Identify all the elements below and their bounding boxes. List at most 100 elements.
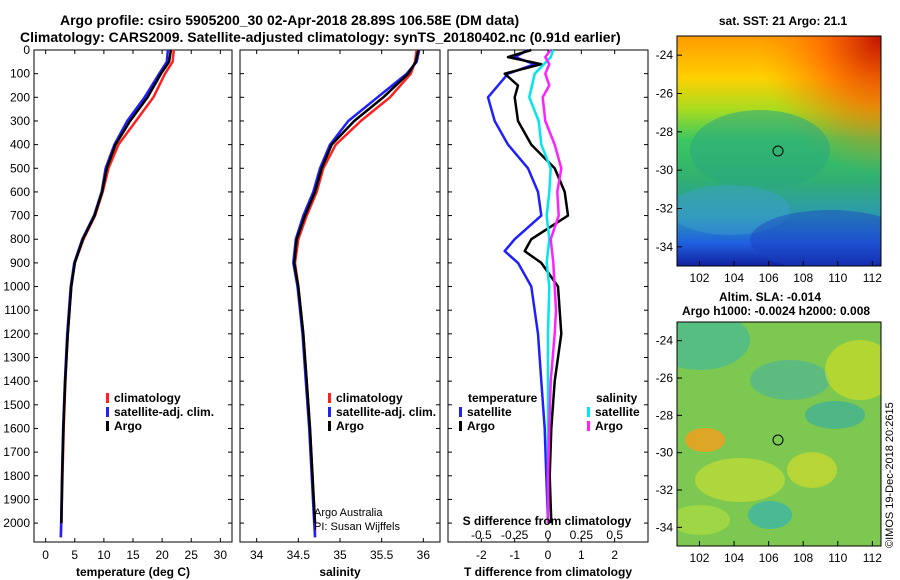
legend-label-satellite: satellite-adj. clim. (114, 405, 214, 419)
lat-tick-label: -34 (656, 520, 674, 534)
sla-blob (748, 501, 792, 529)
lon-tick-label: 106 (759, 551, 779, 565)
credit-line1: Argo Australia (314, 507, 383, 519)
legend-swatch-s-argo (587, 421, 590, 431)
argo-position-marker (772, 434, 784, 446)
depth-tick-label: 1100 (4, 303, 30, 317)
lat-tick-label: -32 (656, 202, 674, 216)
sst-mid-patch (690, 110, 830, 190)
sla-blob (695, 458, 785, 502)
legend-title-salinity: salinity (596, 391, 638, 405)
lat-tick-label: -28 (656, 125, 674, 139)
sla-map-title1: Altim. SLA: -0.014 (719, 290, 821, 304)
sla-blob (677, 322, 750, 370)
x-tick-label: 0 (545, 548, 552, 562)
s-tick-label: 0 (545, 528, 552, 542)
x-tick-label: -1 (509, 548, 520, 562)
x-tick-label: -2 (476, 548, 487, 562)
depth-tick-label: 1800 (3, 469, 30, 483)
lon-tick-label: 102 (689, 551, 709, 565)
chart-title-line2: Climatology: CARS2009. Satellite-adjuste… (20, 29, 621, 45)
credit-line2: PI: Susan Wijffels (314, 521, 400, 533)
lat-tick-label: -24 (656, 48, 674, 62)
depth-tick-label: 400 (10, 138, 30, 152)
depth-tick-label: 1900 (3, 492, 30, 506)
s-tick-label: 0.5 (606, 528, 623, 542)
x-tick-label: 36 (417, 548, 431, 562)
depth-tick-label: 0 (23, 43, 30, 57)
legend-swatch-s-satellite (587, 407, 590, 417)
series-satellite-adj-clim- (59, 49, 170, 538)
lon-tick-label: 102 (689, 271, 709, 285)
x-tick-label: 34.5 (287, 548, 311, 562)
temperature-plot: 0 5 10 15 20 25 30 (42, 49, 228, 562)
depth-tick-label: 2000 (3, 516, 30, 530)
lon-tick-label: 108 (793, 551, 813, 565)
lat-tick-label: -28 (656, 408, 674, 422)
series-argo (60, 49, 173, 524)
legend-label-climatology: climatology (336, 391, 403, 405)
difference-legend: temperature satellite Argo salinity sate… (459, 391, 640, 433)
x-tick-label: 25 (185, 548, 199, 562)
lon-tick-label: 104 (724, 271, 744, 285)
series-t-argo (503, 48, 570, 524)
depth-tick-label: 300 (10, 114, 30, 128)
s-tick-label: -0.5 (471, 528, 492, 542)
lon-tick-label: 110 (828, 271, 847, 285)
legend-title-temperature: temperature (468, 391, 538, 405)
sla-blob (825, 340, 881, 400)
depth-tick-label: 500 (10, 161, 30, 175)
sla-map (677, 322, 881, 546)
legend-label-s-argo: Argo (595, 419, 623, 433)
lon-tick-label: 112 (863, 551, 882, 565)
series-argo (292, 49, 420, 524)
sst-map (677, 36, 881, 266)
series-climatology (59, 49, 176, 538)
legend-swatch-argo (328, 421, 331, 431)
depth-tick-label: 100 (10, 67, 30, 81)
chart-title-line1: Argo profile: csiro 5905200_30 02-Apr-20… (60, 12, 520, 28)
x-tick-label: 30 (214, 548, 228, 562)
sla-blob (685, 428, 725, 452)
lat-tick-label: -30 (656, 163, 674, 177)
lat-tick-label: -26 (656, 87, 674, 101)
depth-axis: 0 100 200 300 400 500 600 700 800 900 1000 1100 1200… (3, 43, 648, 530)
lon-tick-label: 112 (863, 271, 882, 285)
lon-tick-label: 110 (828, 551, 847, 565)
x-tick-label: 0 (42, 548, 49, 562)
depth-tick-label: 1000 (3, 280, 30, 294)
depth-tick-label: 800 (10, 232, 30, 246)
salinity-plot: 34 34.5 35 35.5 36 (250, 49, 431, 562)
depth-tick-label: 1200 (3, 327, 30, 341)
x-tick-label: 1 (578, 548, 585, 562)
x-tick-label: 34 (250, 548, 264, 562)
legend-swatch-argo (106, 421, 109, 431)
sla-map-axes: -24 -26 -28 -30 -32 -34 102 104 106 108 110 112 (656, 334, 883, 565)
x-tick-label: 35.5 (370, 548, 394, 562)
temperature-legend: climatology satellite-adj. clim. Argo (106, 391, 214, 433)
legend-label-argo: Argo (114, 419, 142, 433)
salinity-legend: climatology satellite-adj. clim. Argo Ar… (314, 391, 436, 533)
lat-tick-label: -34 (656, 240, 674, 254)
legend-swatch-t-argo (459, 421, 462, 431)
lat-tick-label: -26 (656, 371, 674, 385)
lon-tick-label: 108 (793, 271, 813, 285)
x-tick-label: 15 (126, 548, 140, 562)
x-tick-label: 20 (155, 548, 169, 562)
sla-blob (750, 360, 830, 400)
lon-tick-label: 104 (724, 551, 744, 565)
legend-label-satellite: satellite-adj. clim. (336, 405, 436, 419)
series-s-argo (541, 49, 563, 524)
legend-swatch-satellite (328, 407, 331, 417)
depth-tick-label: 1700 (3, 445, 30, 459)
sla-map-title2: Argo h1000: -0.0024 h2000: 0.008 (682, 304, 870, 318)
sla-blob (677, 505, 730, 535)
legend-swatch-t-satellite (459, 407, 462, 417)
sst-map-title: sat. SST: 21 Argo: 21.1 (719, 14, 848, 28)
depth-tick-label: 700 (10, 209, 30, 223)
legend-label-t-satellite: satellite (467, 405, 512, 419)
salinity-panel-frame (239, 49, 441, 543)
legend-swatch-climatology (106, 393, 109, 403)
series-climatology (293, 49, 418, 538)
